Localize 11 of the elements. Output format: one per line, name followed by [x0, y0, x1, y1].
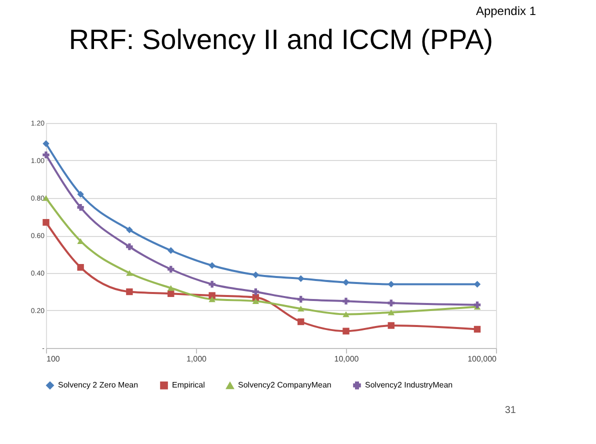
legend-label: Solvency 2 Zero Mean [58, 380, 138, 390]
legend-label: Solvency2 IndustryMean [365, 380, 453, 390]
legend-label: Solvency2 CompanyMean [238, 380, 332, 390]
text: 31 [504, 405, 516, 416]
text: Appendix 1 [476, 4, 536, 18]
x-tick-label: 100 [46, 354, 60, 364]
chart-title: RRF: Solvency II and ICCM (PPA) [68, 24, 494, 55]
x-tick-label: 100,000 [468, 354, 498, 364]
x-tick-label: 1,000 [186, 354, 208, 364]
x-tick-label: 10,000 [334, 354, 360, 364]
legend-label: Empirical [172, 380, 206, 390]
